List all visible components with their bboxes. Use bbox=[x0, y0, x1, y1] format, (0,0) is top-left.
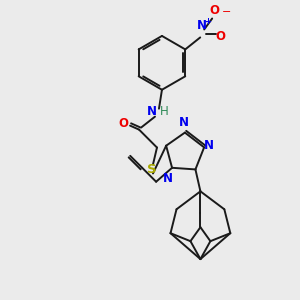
Text: O: O bbox=[215, 30, 225, 43]
Text: N: N bbox=[179, 116, 189, 129]
Text: O: O bbox=[209, 4, 219, 16]
Text: −: − bbox=[222, 7, 232, 16]
Text: S: S bbox=[147, 163, 157, 176]
Text: N: N bbox=[197, 20, 207, 32]
Text: O: O bbox=[118, 117, 128, 130]
Text: H: H bbox=[160, 105, 168, 118]
Text: +: + bbox=[204, 17, 211, 26]
Text: N: N bbox=[204, 139, 214, 152]
Text: N: N bbox=[163, 172, 173, 185]
Text: N: N bbox=[147, 105, 157, 118]
